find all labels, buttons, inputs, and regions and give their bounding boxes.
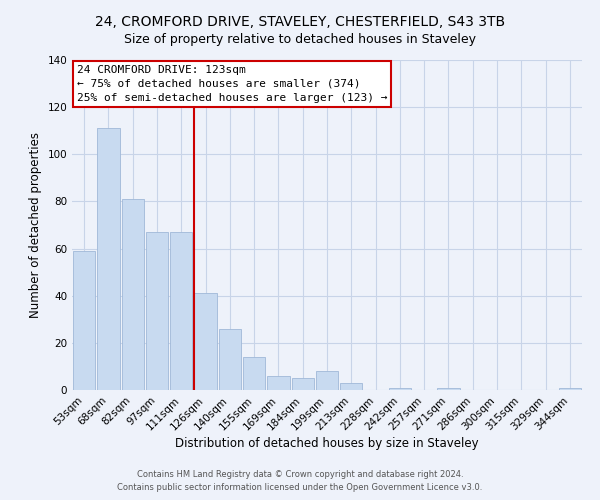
Bar: [389, 388, 411, 390]
Text: Size of property relative to detached houses in Staveley: Size of property relative to detached ho…: [124, 32, 476, 46]
Text: 24, CROMFORD DRIVE, STAVELEY, CHESTERFIELD, S43 3TB: 24, CROMFORD DRIVE, STAVELEY, CHESTERFIE…: [95, 15, 505, 29]
Bar: [97, 128, 119, 390]
Bar: [122, 199, 144, 390]
Bar: [170, 232, 193, 390]
Bar: [218, 328, 241, 390]
Text: 24 CROMFORD DRIVE: 123sqm
← 75% of detached houses are smaller (374)
25% of semi: 24 CROMFORD DRIVE: 123sqm ← 75% of detac…: [77, 65, 388, 103]
Bar: [194, 294, 217, 390]
Text: Contains HM Land Registry data © Crown copyright and database right 2024.
Contai: Contains HM Land Registry data © Crown c…: [118, 470, 482, 492]
Bar: [243, 357, 265, 390]
X-axis label: Distribution of detached houses by size in Staveley: Distribution of detached houses by size …: [175, 438, 479, 450]
Bar: [292, 378, 314, 390]
Bar: [73, 251, 95, 390]
Bar: [267, 376, 290, 390]
Bar: [316, 371, 338, 390]
Bar: [340, 383, 362, 390]
Y-axis label: Number of detached properties: Number of detached properties: [29, 132, 42, 318]
Bar: [146, 232, 168, 390]
Bar: [437, 388, 460, 390]
Bar: [559, 388, 581, 390]
